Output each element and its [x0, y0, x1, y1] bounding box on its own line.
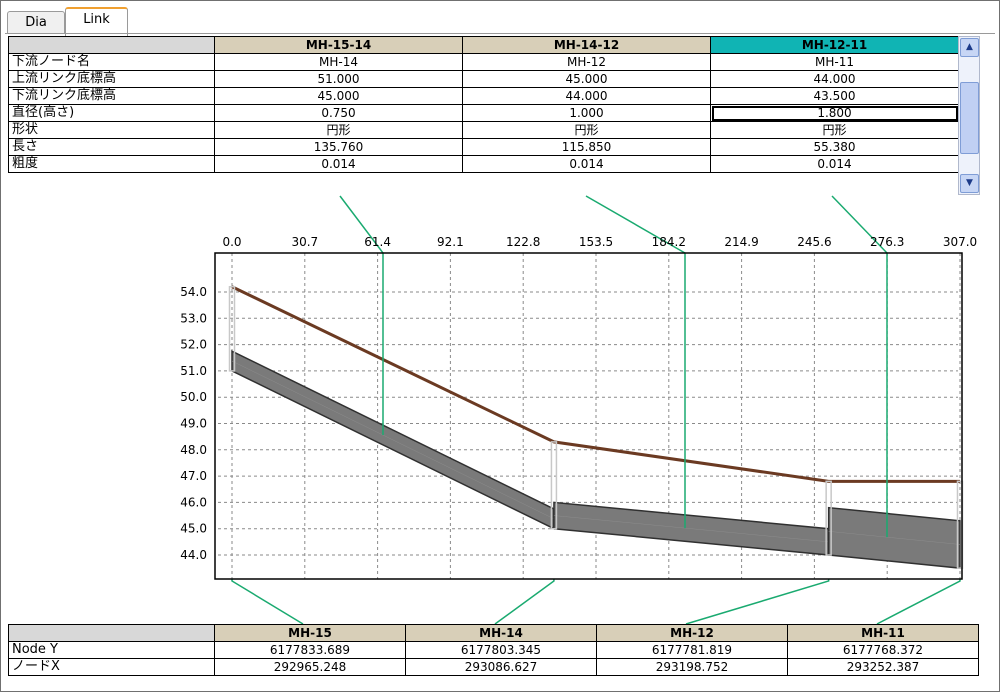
table-cell[interactable]: 292965.248 — [214, 658, 406, 676]
column-header[interactable]: MH-14-12 — [462, 36, 711, 54]
node-connector — [685, 579, 830, 625]
column-header[interactable]: MH-15-14 — [214, 36, 463, 54]
y-tick-label: 50.0 — [180, 390, 207, 404]
table-row: ノードX 292965.248 293086.627 293198.752 29… — [8, 658, 979, 676]
y-tick-label: 47.0 — [180, 469, 207, 483]
table-row: 形状 円形 円形 円形 — [8, 121, 959, 139]
x-tick-label: 307.0 — [943, 235, 977, 249]
pipe-centerline — [828, 531, 961, 545]
table-cell[interactable]: 293086.627 — [405, 658, 597, 676]
x-tick-label: 245.6 — [797, 235, 831, 249]
table-row: 粗度 0.014 0.014 0.014 — [8, 155, 959, 173]
link-table-header: MH-15-14 MH-14-12 MH-12-11 — [8, 36, 959, 54]
tick-labels: 0.0 30.7 61.4 92.1 122.8 153.5 184.2 214.9 245.6… — [180, 235, 977, 562]
corner-cell — [8, 624, 215, 642]
pipe-centerline — [231, 360, 555, 520]
column-header[interactable]: MH-15 — [214, 624, 406, 642]
row-label: Node Y — [8, 641, 215, 659]
link-table: MH-15-14 MH-14-12 MH-12-11 下流ノード名 MH-14 … — [8, 36, 959, 173]
table-cell[interactable]: 6177768.372 — [787, 641, 979, 659]
tab-divider — [5, 33, 995, 34]
y-tick-label: 51.0 — [180, 364, 207, 378]
tab-dia[interactable]: Dia — [7, 11, 65, 34]
x-tick-label: 0.0 — [222, 235, 241, 249]
y-tick-label: 49.0 — [180, 417, 207, 431]
scroll-down-icon[interactable]: ▼ — [960, 174, 979, 193]
table-row: Node Y 6177833.689 6177803.345 6177781.8… — [8, 641, 979, 659]
link-connector — [339, 195, 384, 436]
table-cell[interactable]: MH-11 — [710, 53, 959, 71]
node-connector — [494, 579, 555, 625]
row-label: 下流リンク底標高 — [8, 87, 215, 105]
y-tick-label: 52.0 — [180, 338, 207, 352]
table-cell[interactable]: 6177803.345 — [405, 641, 597, 659]
node-table-header: MH-15 MH-14 MH-12 MH-11 — [8, 624, 979, 642]
row-label: 上流リンク底標高 — [8, 70, 215, 88]
table-cell[interactable]: 293252.387 — [787, 658, 979, 676]
x-tick-label: 30.7 — [291, 235, 318, 249]
row-label: ノードX — [8, 658, 215, 676]
ground-polyline — [231, 285, 960, 483]
column-header[interactable]: MH-14 — [405, 624, 597, 642]
manhole — [550, 441, 558, 530]
pipe-centerline — [553, 515, 829, 543]
manhole — [825, 480, 832, 556]
x-tick-label: 92.1 — [437, 235, 464, 249]
y-tick-label: 48.0 — [180, 443, 207, 457]
y-tick-label: 44.0 — [180, 548, 207, 562]
table-row: 上流リンク底標高 51.000 45.000 44.000 — [8, 70, 959, 88]
corner-cell — [8, 36, 215, 54]
tab-link[interactable]: Link — [65, 7, 128, 36]
row-label: 下流ノード名 — [8, 53, 215, 71]
vertical-scrollbar[interactable]: ▲ ▼ — [958, 36, 980, 195]
x-tick-label: 122.8 — [506, 235, 540, 249]
pipes — [231, 349, 961, 569]
x-tick-label: 214.9 — [724, 235, 758, 249]
manhole — [228, 285, 236, 372]
table-cell[interactable]: 6177781.819 — [596, 641, 788, 659]
column-header-selected[interactable]: MH-12-11 — [710, 36, 959, 54]
y-tick-label: 45.0 — [180, 522, 207, 536]
y-tick-label: 53.0 — [180, 311, 207, 325]
ground-line — [231, 285, 960, 483]
x-tick-label: 276.3 — [870, 235, 904, 249]
scroll-up-icon[interactable]: ▲ — [960, 38, 979, 57]
table-row: 直径(高さ) 0.750 1.000 1.800 — [8, 104, 959, 122]
plot-border — [214, 252, 963, 580]
x-tick-label: 61.4 — [364, 235, 391, 249]
node-table: MH-15 MH-14 MH-12 MH-11 Node Y 6177833.6… — [8, 624, 979, 676]
scroll-thumb[interactable] — [960, 82, 979, 154]
column-header[interactable]: MH-12 — [596, 624, 788, 642]
table-cell[interactable]: 0.014 — [462, 155, 711, 173]
y-tick-label: 54.0 — [180, 285, 207, 299]
y-tick-label: 46.0 — [180, 495, 207, 509]
x-tick-label: 184.2 — [652, 235, 686, 249]
table-cell[interactable]: 293198.752 — [596, 658, 788, 676]
node-connector — [876, 579, 961, 625]
node-connector — [231, 579, 304, 625]
table-cell[interactable]: 0.014 — [710, 155, 959, 173]
table-cell[interactable]: 6177833.689 — [214, 641, 406, 659]
x-tick-label: 153.5 — [579, 235, 613, 249]
column-header[interactable]: MH-11 — [787, 624, 979, 642]
